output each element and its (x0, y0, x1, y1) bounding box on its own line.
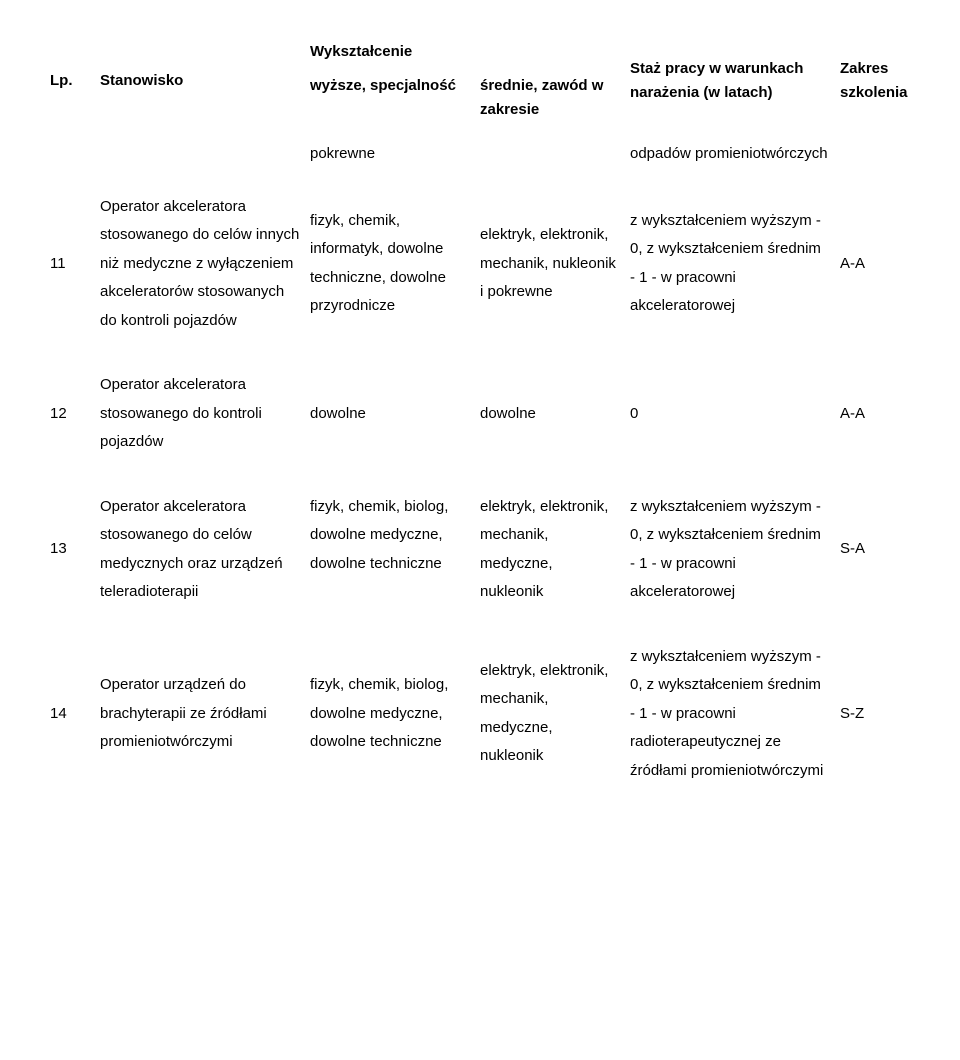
cell-lp (50, 140, 90, 169)
header-wyksztalcenie-title: Wykształcenie (310, 40, 470, 64)
cell-srednie: dowolne (480, 400, 620, 429)
cell-wyzsze: fizyk, chemik, informatyk, dowolne techn… (310, 207, 470, 321)
cell-staz: z wykształceniem wyższym - 0, z wykształ… (630, 493, 830, 607)
header-lp: Lp. (50, 69, 90, 93)
cell-lp: 13 (50, 535, 90, 564)
header-srednie: średnie, zawód w zakresie (480, 40, 620, 122)
cell-stanowisko: Operator akceleratora stosowanego do cel… (100, 193, 300, 336)
table-row: 12 Operator akceleratora stosowanego do … (50, 353, 910, 475)
cell-zakres: S-Z (840, 700, 940, 729)
table-header: Lp. Stanowisko Wykształcenie wyższe, spe… (50, 40, 910, 134)
cell-srednie (480, 140, 620, 169)
table-row: 11 Operator akceleratora stosowanego do … (50, 175, 910, 354)
cell-srednie: elektryk, elektronik, mechanik, nukleoni… (480, 221, 620, 307)
cell-wyzsze: fizyk, chemik, biolog, dowolne medyczne,… (310, 671, 470, 757)
header-stanowisko: Stanowisko (100, 69, 300, 93)
header-wyksztalcenie: Wykształcenie wyższe, specjalność (310, 40, 470, 122)
cell-wyzsze: dowolne (310, 400, 470, 429)
cell-zakres: A-A (840, 400, 940, 429)
cell-lp: 14 (50, 700, 90, 729)
header-staz: Staż pracy w warunkach narażenia (w lata… (630, 57, 830, 105)
cell-wyzsze: pokrewne (310, 140, 470, 169)
cell-stanowisko: Operator akceleratora stosowanego do kon… (100, 371, 300, 457)
cell-zakres (840, 140, 940, 169)
header-srednie-text: średnie, zawód w zakresie (480, 77, 603, 118)
table-row: 13 Operator akceleratora stosowanego do … (50, 475, 910, 625)
cell-lp: 12 (50, 400, 90, 429)
document-page: Lp. Stanowisko Wykształcenie wyższe, spe… (0, 0, 960, 843)
table-row: 14 Operator urządzeń do brachyterapii ze… (50, 625, 910, 804)
cell-staz: odpadów promieniotwórczych (630, 140, 830, 169)
header-zakres: Zakres szkolenia (840, 57, 940, 105)
cell-stanowisko (100, 140, 300, 169)
cell-staz: z wykształceniem wyższym - 0, z wykształ… (630, 207, 830, 321)
cell-zakres: S-A (840, 535, 940, 564)
cell-staz: 0 (630, 400, 830, 429)
table-row: pokrewne odpadów promieniotwórczych (50, 134, 910, 175)
cell-lp: 11 (50, 250, 90, 279)
cell-staz: z wykształceniem wyższym - 0, z wykształ… (630, 643, 830, 786)
cell-zakres: A-A (840, 250, 940, 279)
cell-stanowisko: Operator akceleratora stosowanego do cel… (100, 493, 300, 607)
header-wyzsze: wyższe, specjalność (310, 74, 470, 98)
cell-srednie: elektryk, elektronik, mechanik, medyczne… (480, 657, 620, 771)
cell-srednie: elektryk, elektronik, mechanik, medyczne… (480, 493, 620, 607)
cell-stanowisko: Operator urządzeń do brachyterapii ze źr… (100, 671, 300, 757)
cell-wyzsze: fizyk, chemik, biolog, dowolne medyczne,… (310, 493, 470, 607)
